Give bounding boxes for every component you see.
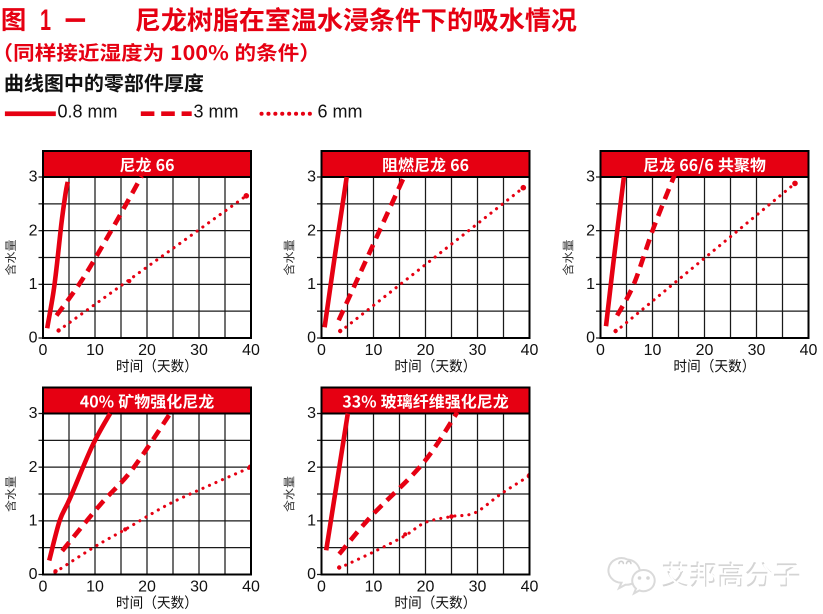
svg-text:1: 1 (40, 4, 51, 37)
svg-text:0.8 mm: 0.8 mm (58, 102, 118, 122)
svg-text:6 mm: 6 mm (318, 102, 363, 122)
svg-text:3 mm: 3 mm (194, 102, 239, 122)
